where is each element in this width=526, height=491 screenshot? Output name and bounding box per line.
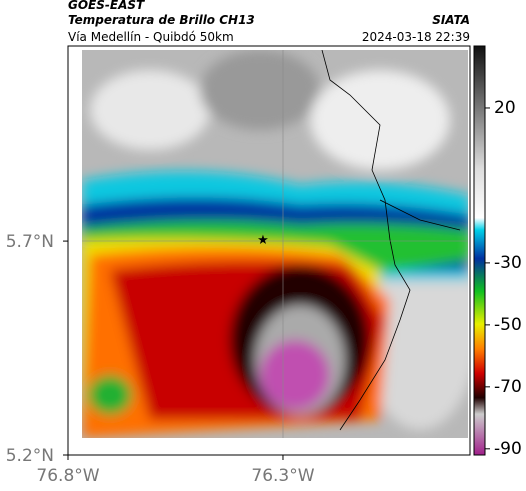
station-marker: ★ bbox=[257, 233, 269, 248]
colorbar-tick-label: 20 bbox=[494, 98, 516, 118]
colorbar-tick-label: -70 bbox=[494, 377, 522, 397]
colorbar bbox=[473, 45, 486, 456]
map-frame bbox=[67, 45, 471, 456]
lat-tick-label: 5.7°N bbox=[6, 232, 54, 252]
colorbar-tick-label: -50 bbox=[494, 315, 522, 335]
agency: SIATA bbox=[432, 13, 470, 27]
lon-tick-label: 76.8°W bbox=[36, 466, 99, 486]
colorbar-tick-label: -30 bbox=[494, 253, 522, 273]
source: GOES-EAST bbox=[68, 0, 145, 12]
datetime: 2024-03-18 22:39 bbox=[362, 30, 470, 44]
colorbar-tick-label: -90 bbox=[494, 439, 522, 459]
region: Vía Medellín - Quibdó 50km bbox=[68, 30, 234, 44]
lon-tick-label: 76.3°W bbox=[251, 466, 314, 486]
lat-tick-label: 5.2°N bbox=[6, 446, 54, 466]
imagery bbox=[82, 50, 468, 438]
product: Temperatura de Brillo CH13 bbox=[68, 13, 255, 27]
